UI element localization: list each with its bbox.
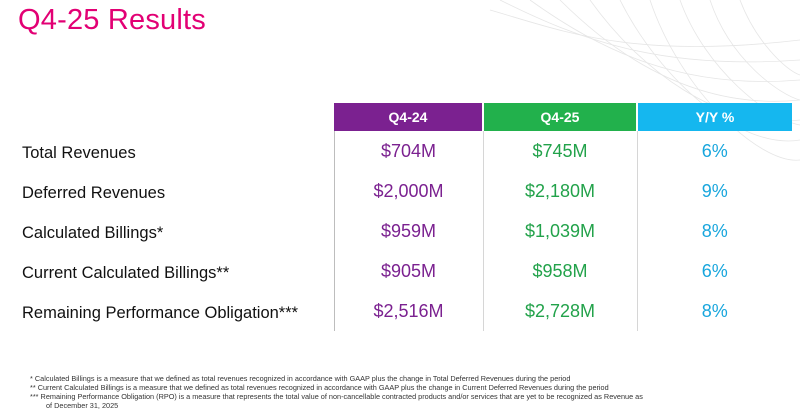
value-q4-25: $2,728M [483, 291, 638, 331]
value-q4-24: $905M [334, 251, 484, 291]
value-q4-24: $704M [334, 131, 484, 171]
footnote: of December 31, 2025 [46, 401, 119, 410]
column-header-yy: Y/Y % [637, 103, 792, 131]
column-header-q4-25: Q4-25 [483, 103, 638, 131]
value-yy: 6% [701, 140, 728, 161]
footnote: * Calculated Billings is a measure that … [30, 374, 571, 383]
row-label: Total Revenues [16, 131, 335, 171]
value-q4-25: $745M [483, 131, 638, 171]
value-yy: 8% [701, 300, 728, 321]
value-q4-25: $1,039M [483, 211, 638, 251]
row-label: Calculated Billings* [16, 211, 335, 251]
value-q4-24: $959M [334, 211, 484, 251]
row-label: Remaining Performance Obligation*** [16, 291, 335, 331]
value-yy: 6% [701, 260, 728, 281]
footnote: ** Current Calculated Billings is a meas… [30, 383, 609, 392]
value-q4-24: $2,000M [334, 171, 484, 211]
page-title: Q4-25 Results [18, 4, 206, 36]
table-row: Deferred Revenues $2,000M $2,180M 9% [16, 171, 792, 211]
value-q4-25: $958M [483, 251, 638, 291]
row-label: Deferred Revenues [16, 171, 335, 211]
value-yy: 9% [701, 180, 728, 201]
footnote: *** Remaining Performance Obligation (RP… [30, 392, 643, 401]
value-q4-25: $2,180M [483, 171, 638, 211]
footnotes: * Calculated Billings is a measure that … [30, 374, 643, 410]
table-row: Calculated Billings* $959M $1,039M 8% [16, 211, 792, 251]
table-row: Current Calculated Billings** $905M $958… [16, 251, 792, 291]
column-header-q4-24: Q4-24 [334, 103, 484, 131]
value-q4-24: $2,516M [334, 291, 484, 331]
table-row: Remaining Performance Obligation*** $2,5… [16, 291, 792, 331]
header-spacer [16, 103, 334, 131]
row-label: Current Calculated Billings** [16, 251, 335, 291]
table-header-row: Q4-24 Q4-25 Y/Y % [16, 103, 792, 131]
value-yy: 8% [701, 220, 728, 241]
results-table: Q4-24 Q4-25 Y/Y % Total Revenues $704M $… [16, 103, 792, 331]
table-row: Total Revenues $704M $745M 6% [16, 131, 792, 171]
